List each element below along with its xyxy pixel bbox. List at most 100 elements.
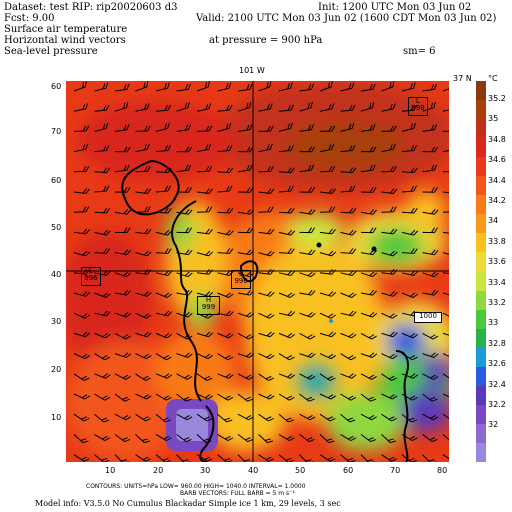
wind-barb — [381, 250, 398, 257]
wind-barb — [360, 289, 378, 296]
wind-barb — [360, 332, 377, 340]
wind-barb — [258, 268, 275, 275]
wind-barb — [401, 248, 418, 254]
wind-barb — [381, 353, 398, 360]
wind-barb — [401, 332, 419, 339]
wind-barb — [360, 373, 377, 380]
x-tick: 50 — [295, 466, 306, 475]
y-tick: 50 — [51, 223, 62, 232]
wind-barb — [401, 454, 417, 462]
wind-barb — [360, 227, 377, 234]
wind-barb — [340, 145, 356, 153]
station-dot — [329, 319, 333, 323]
wind-barb — [94, 207, 111, 214]
colorbar-label: 32.4 — [488, 379, 506, 389]
contour-info: CONTOURS: UNITS=hPa LOW= 960.00 HIGH= 10… — [86, 483, 306, 490]
latitude-label: 37 N — [453, 74, 472, 83]
wind-barb — [401, 373, 419, 379]
pressure-high-label: H 999 — [197, 296, 220, 315]
wind-barb — [237, 454, 253, 462]
wind-barb — [94, 82, 109, 92]
wind-barb — [135, 228, 152, 235]
wind-barb — [299, 311, 316, 318]
wind-barb — [217, 104, 233, 112]
wind-barb — [114, 249, 132, 256]
wind-barb — [196, 143, 212, 153]
wind-barb — [381, 291, 398, 297]
wind-barb — [237, 124, 253, 132]
temperature-field — [66, 81, 449, 462]
wind-barb — [360, 209, 378, 215]
wind-barb — [217, 248, 234, 254]
wind-barb — [442, 206, 449, 213]
colorbar-segment — [476, 81, 486, 101]
init-label: Init: 1200 UTC Mon 03 Jun 02 — [318, 2, 472, 13]
wind-barb — [176, 83, 192, 92]
colorbar-label: 32.6 — [488, 359, 506, 369]
wind-barb — [155, 413, 171, 423]
wind-barb — [340, 353, 357, 361]
wind-barb — [360, 164, 376, 173]
wind-barb — [381, 166, 397, 173]
wind-barb — [155, 332, 173, 339]
wind-barb — [278, 454, 294, 462]
wind-barb — [155, 104, 171, 112]
wind-barb — [237, 101, 252, 112]
wind-barb — [176, 393, 192, 402]
wind-barb — [217, 413, 233, 423]
wind-barb — [278, 413, 294, 423]
wind-barb — [340, 373, 357, 379]
wind-barb — [237, 413, 254, 421]
wind-barb — [237, 83, 253, 92]
wind-barb — [196, 206, 213, 213]
wind-barb — [114, 271, 132, 278]
x-tick: 60 — [343, 466, 354, 475]
wind-barb — [442, 291, 449, 297]
colorbar-segment — [476, 271, 486, 292]
wind-barb — [196, 353, 213, 360]
wind-barb — [258, 373, 274, 381]
wind-barb — [94, 122, 109, 132]
wind-barb — [94, 185, 110, 193]
wind-barb — [360, 83, 376, 92]
wind-barb — [319, 166, 336, 173]
wind-barb — [381, 206, 397, 213]
wind-barb — [237, 227, 254, 234]
colorbar — [476, 81, 486, 463]
wind-barb — [237, 146, 254, 153]
wind-barb — [360, 124, 376, 132]
wind-barb — [278, 310, 296, 317]
wind-barb — [94, 229, 111, 236]
wind-barb — [94, 413, 110, 423]
wind-barb — [299, 101, 313, 112]
colorbar-segment — [476, 195, 486, 215]
wind-barb — [319, 373, 336, 381]
wind-barb — [278, 270, 296, 276]
colorbar-label: 34 — [488, 216, 499, 226]
wind-barb — [278, 145, 294, 153]
wind-barb — [196, 166, 213, 173]
wind-barb — [278, 332, 296, 339]
wind-barb — [401, 104, 417, 112]
wind-barb — [73, 331, 91, 338]
wind-barb — [237, 289, 255, 296]
wind-barb — [360, 454, 376, 462]
wind-barb — [94, 393, 111, 401]
wind-barb — [237, 332, 254, 340]
wind-barb — [319, 103, 335, 112]
wind-barb — [237, 352, 255, 358]
wind-barb — [340, 167, 357, 174]
colorbar-segment — [476, 119, 486, 139]
wind-barb — [381, 393, 398, 400]
wind-barb — [319, 312, 336, 319]
wind-barb — [299, 124, 315, 132]
wind-barb — [401, 353, 418, 361]
wind-barb — [114, 434, 131, 443]
wind-barb — [299, 146, 316, 153]
dataset-label: Dataset: test RIP: rip20020603 d3 — [4, 2, 178, 13]
wind-barb — [319, 206, 336, 213]
colorbar-label: 34.8 — [488, 134, 506, 144]
wind-barb — [278, 185, 294, 193]
wind-barb — [73, 413, 90, 422]
colorbar-label: 35 — [488, 114, 499, 124]
